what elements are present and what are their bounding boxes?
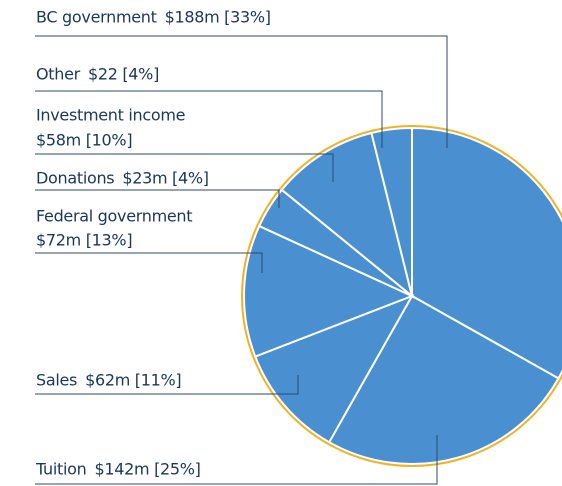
value-label: $58m [10%]: [36, 131, 132, 150]
slice-label: BC government: [36, 8, 157, 27]
pie-slice: [411, 126, 562, 380]
slice-label: Sales: [36, 371, 77, 390]
leader-line: [35, 35, 448, 148]
value-label: $72m [13%]: [36, 231, 132, 250]
leader-line: [35, 153, 334, 182]
slice-label: Donations: [36, 169, 114, 188]
slice-label: Tuition: [35, 460, 86, 479]
value-label: $62m [11%]: [85, 371, 181, 390]
leader-line: [35, 375, 299, 395]
value-label: $22 [4%]: [88, 65, 159, 84]
slice-label: Federal government: [36, 207, 192, 226]
slice-label: Investment income: [36, 106, 185, 125]
pie-border: [241, 125, 562, 467]
pie-slice: [243, 224, 415, 358]
value-label: $142m [25%]: [94, 460, 200, 479]
pie-slice: [370, 126, 413, 297]
slice-label: Other: [36, 65, 81, 84]
pie-slice: [327, 294, 560, 465]
leader-line: [35, 252, 263, 273]
value-label: $188m [33%]: [165, 8, 271, 27]
value-label: $23m [4%]: [122, 169, 208, 188]
leader-line: [35, 90, 383, 148]
pie-slice: [253, 294, 415, 444]
leader-line: [35, 189, 280, 208]
leader-line: [35, 435, 438, 485]
